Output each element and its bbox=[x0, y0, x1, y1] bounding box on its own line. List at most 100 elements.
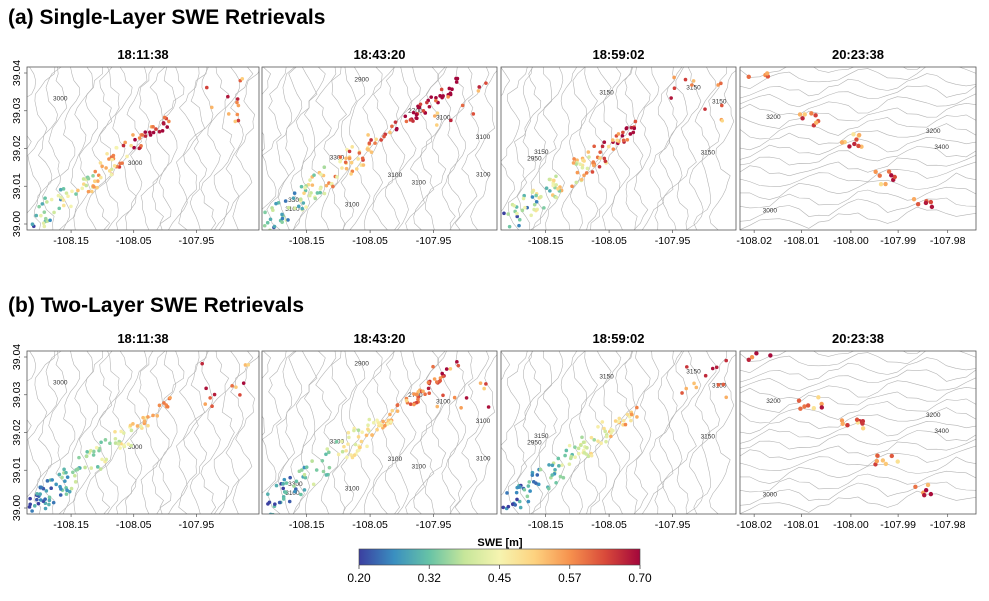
swe-point bbox=[611, 147, 616, 151]
map-time-label: 18:11:38 bbox=[117, 47, 168, 62]
y-tick-label: 39.02 bbox=[11, 419, 23, 445]
swe-point bbox=[91, 453, 96, 457]
x-tick-label: -107.99 bbox=[880, 235, 916, 247]
swe-point bbox=[534, 199, 539, 204]
contour-line bbox=[740, 490, 976, 514]
swe-point bbox=[860, 426, 866, 431]
swe-points bbox=[27, 361, 251, 513]
swe-point bbox=[350, 455, 355, 460]
swe-point bbox=[293, 489, 297, 494]
x-tick-label: -107.95 bbox=[416, 235, 452, 247]
swe-point bbox=[93, 179, 97, 184]
contour-label: 3100 bbox=[476, 134, 491, 141]
swe-point bbox=[321, 469, 326, 474]
contour-line bbox=[641, 67, 675, 230]
swe-point bbox=[426, 380, 431, 385]
contour-label: 2700 bbox=[408, 108, 423, 115]
map-contours: 3200 3400 3200 3000 bbox=[740, 67, 976, 230]
swe-point bbox=[41, 221, 46, 225]
contour-line bbox=[501, 67, 511, 97]
swe-point bbox=[819, 405, 824, 410]
swe-point bbox=[452, 395, 457, 400]
contour-line bbox=[740, 456, 976, 484]
swe-point bbox=[535, 473, 540, 477]
contour-line bbox=[85, 67, 113, 230]
swe-point bbox=[550, 473, 555, 477]
contour-line bbox=[740, 351, 922, 362]
contour-line bbox=[42, 351, 68, 514]
swe-point bbox=[342, 444, 346, 449]
swe-point bbox=[241, 381, 246, 385]
swe-point bbox=[522, 193, 526, 198]
swe-point bbox=[913, 484, 918, 489]
swe-point bbox=[236, 118, 241, 123]
swe-point bbox=[233, 119, 238, 124]
contour-line bbox=[709, 70, 736, 230]
swe-point bbox=[530, 473, 535, 477]
swe-point bbox=[273, 502, 277, 506]
colorbar-tick-label: 0.57 bbox=[558, 571, 582, 585]
contour-label: 3000 bbox=[128, 160, 143, 167]
swe-point bbox=[122, 431, 126, 435]
swe-point bbox=[162, 115, 167, 120]
swe-point bbox=[266, 492, 270, 496]
swe-point bbox=[589, 435, 594, 440]
swe-point bbox=[381, 419, 385, 424]
swe-point bbox=[361, 163, 366, 167]
swe-point bbox=[47, 502, 51, 507]
swe-point bbox=[302, 472, 307, 477]
swe-point bbox=[369, 138, 373, 142]
contour-line bbox=[676, 351, 702, 514]
swe-point bbox=[716, 383, 721, 387]
swe-point bbox=[226, 94, 230, 99]
contour-line bbox=[218, 351, 254, 514]
swe-point bbox=[895, 459, 900, 464]
swe-point bbox=[584, 171, 589, 175]
swe-point bbox=[873, 462, 878, 467]
swe-point bbox=[105, 151, 109, 156]
swe-point bbox=[694, 385, 699, 390]
swe-point bbox=[613, 419, 618, 423]
swe-point bbox=[813, 113, 818, 118]
swe-point bbox=[108, 441, 112, 446]
swe-point bbox=[113, 429, 117, 434]
map-time-label: 18:43:20 bbox=[353, 331, 405, 346]
swe-point bbox=[590, 170, 595, 174]
x-tick-label: -107.98 bbox=[930, 519, 966, 531]
swe-point bbox=[64, 492, 69, 496]
swe-point bbox=[839, 418, 845, 423]
swe-point bbox=[38, 498, 43, 502]
contour-label: 3150 bbox=[686, 85, 701, 92]
swe-point bbox=[303, 188, 308, 193]
x-tick-label: -108.01 bbox=[784, 235, 820, 247]
contour-line bbox=[740, 481, 976, 506]
swe-point bbox=[84, 454, 89, 459]
swe-point bbox=[50, 478, 54, 482]
swe-point bbox=[137, 146, 142, 151]
swe-point bbox=[585, 166, 590, 171]
swe-point bbox=[805, 403, 811, 408]
swe-point bbox=[567, 443, 572, 448]
swe-point bbox=[860, 421, 865, 426]
x-tick-label: -108.05 bbox=[352, 519, 388, 531]
swe-point bbox=[118, 446, 122, 450]
contour-label: 3100 bbox=[388, 172, 403, 179]
swe-point bbox=[299, 492, 303, 497]
contour-line bbox=[304, 67, 337, 230]
swe-point bbox=[319, 172, 323, 177]
swe-points bbox=[746, 71, 935, 210]
swe-point bbox=[280, 216, 285, 221]
swe-point bbox=[598, 150, 602, 154]
swe-point bbox=[76, 188, 80, 193]
swe-point bbox=[45, 200, 49, 204]
map-frame bbox=[500, 66, 737, 231]
x-tick-label: -107.95 bbox=[179, 235, 215, 247]
swe-point bbox=[886, 169, 892, 174]
swe-point bbox=[515, 497, 519, 502]
contour-label: 3300 bbox=[330, 155, 345, 162]
swe-point bbox=[92, 449, 96, 454]
swe-point bbox=[84, 183, 89, 188]
contour-line bbox=[156, 351, 185, 514]
swe-point bbox=[77, 455, 81, 460]
swe-point bbox=[49, 197, 54, 202]
